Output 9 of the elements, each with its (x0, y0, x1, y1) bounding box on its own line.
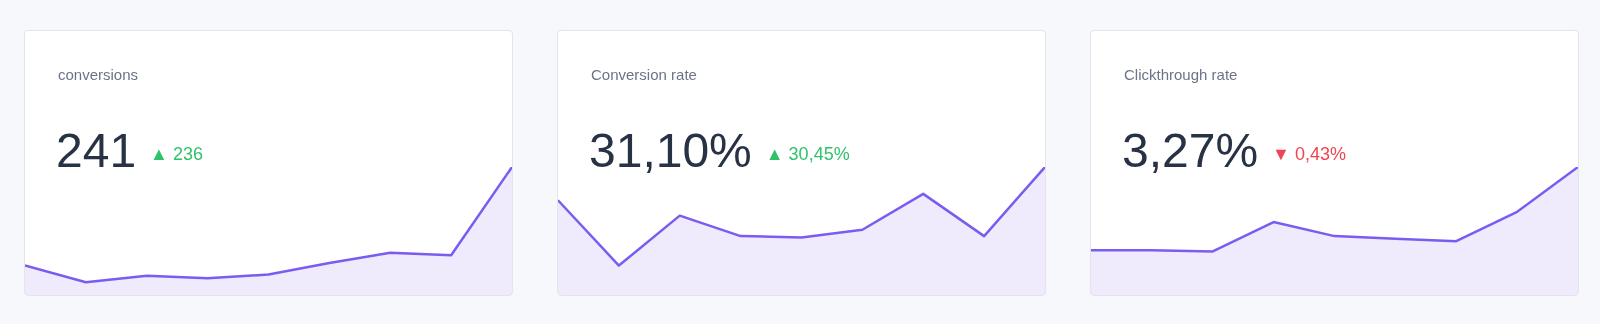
chart-title: conversions (58, 66, 139, 83)
annotation: 241 (56, 124, 137, 177)
text: ▼ 0,43% (1272, 143, 1346, 164)
chart-title: Clickthrough rate (1124, 66, 1238, 83)
text: ▲ 30,45% (765, 143, 850, 164)
text: ▲ 236 (150, 143, 203, 164)
annotation: 3,27% (1122, 124, 1259, 177)
annotation: 31,10% (589, 124, 752, 177)
chart-title: Conversion rate (591, 66, 697, 83)
